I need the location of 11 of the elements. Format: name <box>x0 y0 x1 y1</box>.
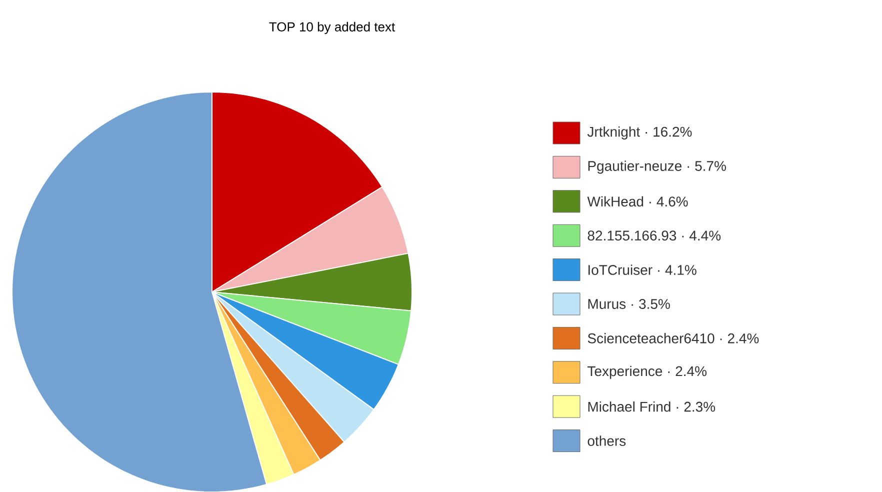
legend-label: Pgautier-neuze · 5.7% <box>588 160 726 174</box>
legend-label: Texperience · 2.4% <box>588 366 707 379</box>
legend-label: Michael Frind · 2.3% <box>588 401 716 412</box>
legend-label: Jrtknight · 16.2% <box>587 126 692 140</box>
legend-label: Murus · 3.5% <box>588 298 670 309</box>
legend-label: WikHead · 4.6% <box>587 196 688 206</box>
legend-label: Scienceteacher6410 · 2.4% <box>588 332 759 344</box>
chart-title: TOP 10 by added text <box>269 22 396 34</box>
legend-label: 82.155.166.93 · 4.4% <box>588 230 721 240</box>
legend-label: others <box>588 435 626 446</box>
legend-label: IoTCruiser · 4.1% <box>588 264 696 275</box>
